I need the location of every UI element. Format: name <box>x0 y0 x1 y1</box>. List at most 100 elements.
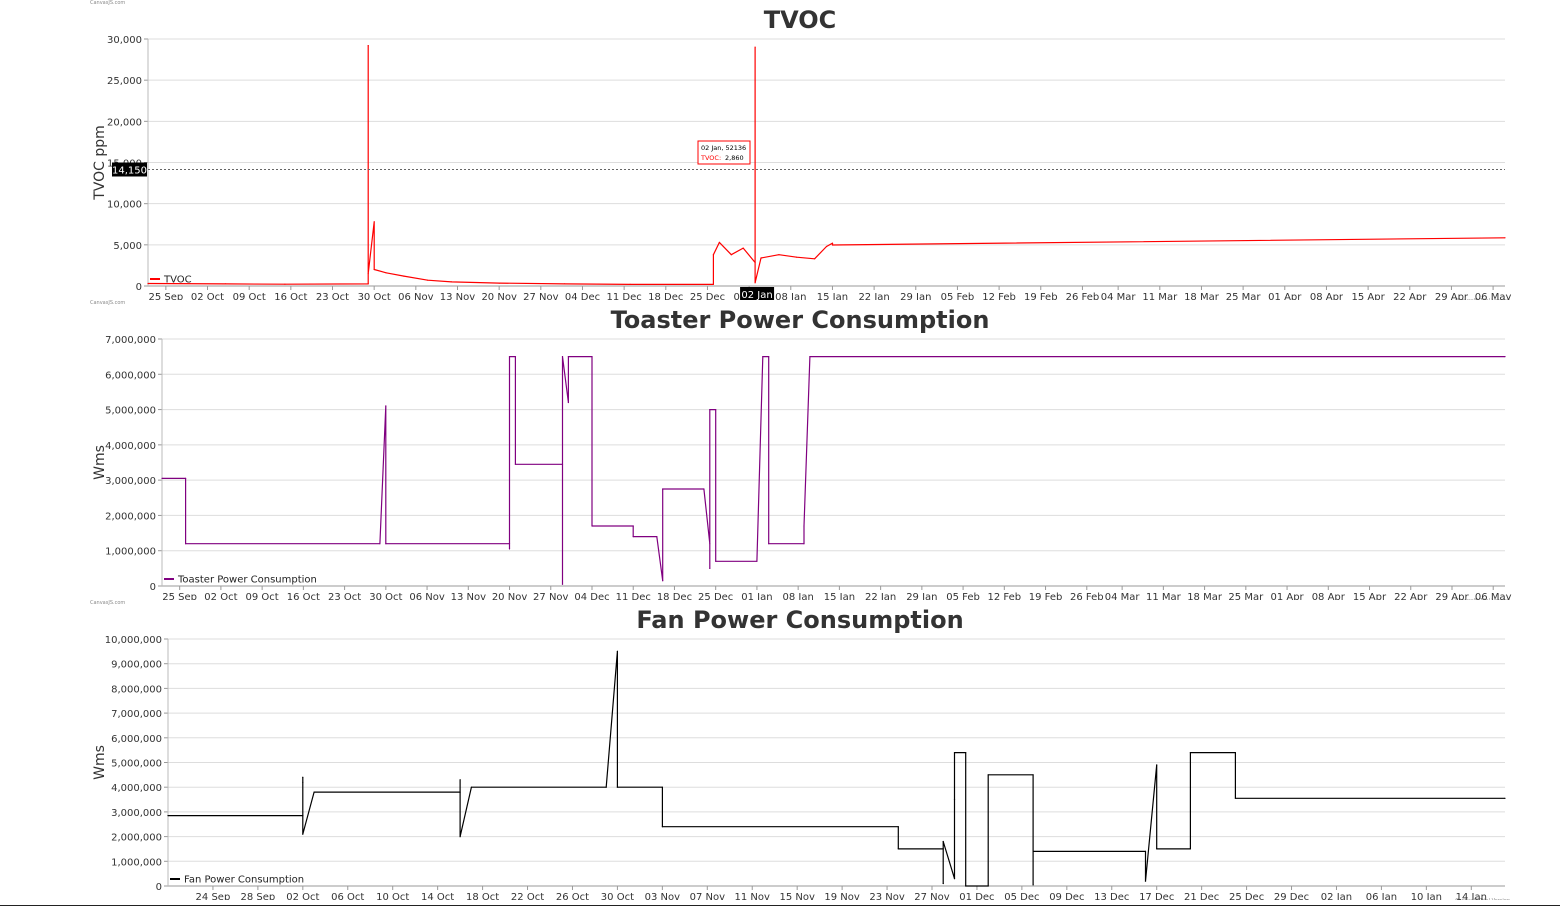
data-point[interactable] <box>161 477 163 479</box>
data-point[interactable] <box>616 786 619 788</box>
data-point[interactable] <box>427 279 429 281</box>
data-point[interactable] <box>379 543 381 545</box>
data-point[interactable] <box>965 885 967 887</box>
data-point[interactable] <box>953 799 956 801</box>
data-point[interactable] <box>302 781 304 783</box>
series-line-fan-power-consumption[interactable] <box>168 650 1505 887</box>
data-point[interactable] <box>302 815 304 817</box>
data-point[interactable] <box>712 283 715 285</box>
data-point[interactable] <box>403 275 405 277</box>
credit-right[interactable]: CanvasJS Trial Version <box>1455 898 1510 900</box>
series-line-tvoc[interactable] <box>147 44 1506 285</box>
data-point[interactable] <box>224 283 226 285</box>
data-point[interactable] <box>1156 848 1158 850</box>
data-point[interactable] <box>742 247 744 249</box>
data-point[interactable] <box>718 241 721 243</box>
data-point[interactable] <box>367 283 369 285</box>
data-point[interactable] <box>1144 850 1147 852</box>
data-point[interactable] <box>965 752 967 754</box>
data-point[interactable] <box>147 282 149 285</box>
data-point[interactable] <box>629 283 631 285</box>
series-line-toaster-power-consumption[interactable] <box>162 355 1505 585</box>
legend-label[interactable]: TVOC <box>163 275 192 286</box>
data-point[interactable] <box>712 254 715 256</box>
data-point[interactable] <box>1504 797 1506 799</box>
data-point[interactable] <box>809 356 811 358</box>
credit-right[interactable]: CanvasJS Trial Version <box>1455 298 1510 300</box>
data-point[interactable] <box>715 560 717 562</box>
data-point[interactable] <box>385 272 387 274</box>
data-point[interactable] <box>756 560 758 562</box>
data-point[interactable] <box>1189 848 1191 850</box>
data-point[interactable] <box>768 356 770 358</box>
data-point[interactable] <box>632 525 634 527</box>
data-point[interactable] <box>561 356 564 358</box>
data-point[interactable] <box>703 488 705 490</box>
legend-label[interactable]: Fan Power Consumption <box>184 875 304 886</box>
credit-right[interactable]: CanvasJS Trial Version <box>1455 598 1510 600</box>
data-point[interactable] <box>459 836 461 838</box>
data-point[interactable] <box>760 257 762 259</box>
data-point[interactable] <box>661 786 664 788</box>
data-point[interactable] <box>656 536 658 538</box>
data-point[interactable] <box>942 848 944 850</box>
data-point[interactable] <box>942 840 944 843</box>
legend-label[interactable]: Toaster Power Consumption <box>177 575 317 586</box>
data-point[interactable] <box>768 543 770 545</box>
data-point[interactable] <box>1504 237 1506 239</box>
tvoc-chart-svg[interactable]: CanvasJS.comCanvasJS Trial VersionTVOC05… <box>0 0 1560 300</box>
data-point[interactable] <box>1189 752 1191 754</box>
data-point[interactable] <box>715 409 717 411</box>
data-point[interactable] <box>1156 764 1158 766</box>
data-point[interactable] <box>803 525 805 527</box>
data-point[interactable] <box>450 281 453 283</box>
data-point[interactable] <box>167 815 169 817</box>
data-point[interactable] <box>831 244 834 246</box>
data-point[interactable] <box>754 282 756 284</box>
data-point[interactable] <box>373 268 375 271</box>
data-point[interactable] <box>561 463 564 465</box>
data-point[interactable] <box>470 786 472 788</box>
toaster-power-chart-svg[interactable]: CanvasJS.com CanvasJS Trial Version Toaste… <box>0 300 1560 600</box>
data-point[interactable] <box>796 256 798 258</box>
data-point[interactable] <box>778 254 780 256</box>
data-point[interactable] <box>1144 880 1147 882</box>
data-point[interactable] <box>591 525 593 527</box>
data-point[interactable] <box>591 356 593 358</box>
data-point[interactable] <box>508 548 511 550</box>
data-point[interactable] <box>1504 356 1506 358</box>
data-point[interactable] <box>1032 850 1034 852</box>
data-point[interactable] <box>1234 797 1236 799</box>
data-point[interactable] <box>564 283 566 285</box>
data-point[interactable] <box>814 258 816 260</box>
data-point[interactable] <box>367 273 369 275</box>
data-point[interactable] <box>514 463 517 465</box>
data-point[interactable] <box>1032 774 1034 776</box>
tvoc-chart[interactable]: CanvasJS.comCanvasJS Trial VersionTVOC05… <box>0 0 1560 300</box>
data-point[interactable] <box>662 580 664 582</box>
data-point[interactable] <box>616 650 619 652</box>
data-point[interactable] <box>754 261 756 264</box>
data-point[interactable] <box>185 477 187 479</box>
data-point[interactable] <box>709 409 711 411</box>
data-point[interactable] <box>953 878 956 880</box>
data-point[interactable] <box>605 786 607 788</box>
data-point[interactable] <box>514 356 517 358</box>
data-point[interactable] <box>632 536 634 538</box>
data-point[interactable] <box>508 543 511 545</box>
data-point[interactable] <box>567 356 570 358</box>
data-point[interactable] <box>987 885 989 887</box>
data-point[interactable] <box>1032 884 1034 886</box>
data-point[interactable] <box>754 46 756 48</box>
data-point[interactable] <box>825 245 828 248</box>
data-point[interactable] <box>313 791 315 793</box>
data-point[interactable] <box>709 543 711 545</box>
data-point[interactable] <box>661 826 664 828</box>
data-point[interactable] <box>459 791 461 793</box>
toaster-power-chart[interactable]: CanvasJS.com CanvasJS Trial Version Toaste… <box>0 300 1560 600</box>
data-point[interactable] <box>561 583 564 585</box>
fan-power-chart[interactable]: CanvasJS.com CanvasJS Trial Version Fan Po… <box>0 600 1560 900</box>
fan-power-chart-svg[interactable]: CanvasJS.com CanvasJS Trial Version Fan Po… <box>0 600 1560 900</box>
data-point[interactable] <box>762 356 764 358</box>
data-point[interactable] <box>302 833 304 835</box>
